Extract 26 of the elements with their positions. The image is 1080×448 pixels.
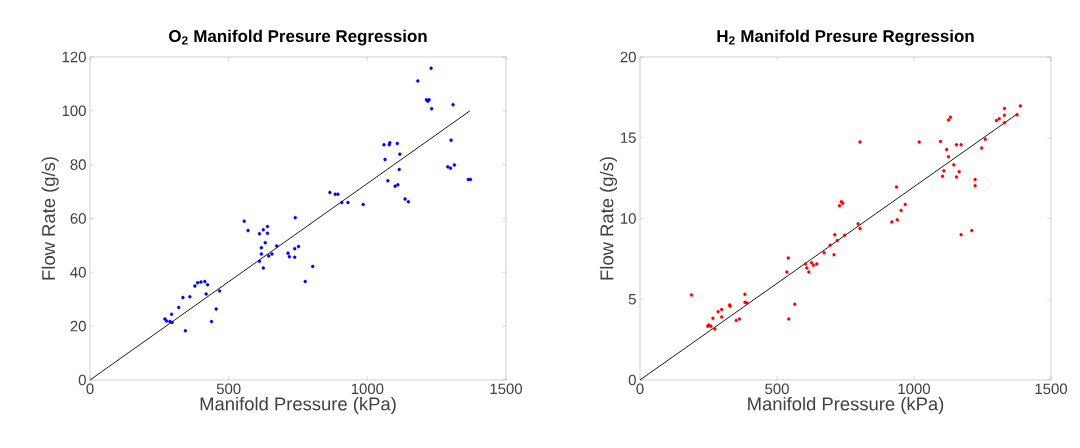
x-tick-label: 1500 <box>1035 383 1068 395</box>
x-tick-label: 1000 <box>351 383 384 395</box>
x-tick-label: 0 <box>86 383 94 395</box>
y-tick-label: 5 <box>628 294 636 305</box>
x-axis-title: Manifold Pressure (kPa) <box>200 396 396 415</box>
y-tick-label: 100 <box>62 105 86 117</box>
y-tick-label: 60 <box>70 213 86 224</box>
y-tick-label: 0 <box>628 374 636 386</box>
y-axis-title: Flow Rate (g/s) <box>599 157 618 280</box>
y-tick-label: 0 <box>78 374 86 386</box>
x-tick-label: 500 <box>216 383 241 395</box>
y-tick-label: 15 <box>621 132 636 143</box>
chart-title: O$_{2}$ Manifold Presure Regression <box>169 29 427 46</box>
x-tick-label: 500 <box>765 383 789 395</box>
x-tick-label: 0 <box>636 383 644 395</box>
x-tick-label: 1500 <box>490 383 523 395</box>
y-axis-title: Flow Rate (g/s) <box>41 157 59 280</box>
y-tick-label: 20 <box>620 51 636 63</box>
x-tick-label: 1000 <box>898 383 931 395</box>
x-axis-title: Manifold Pressure (kPa) <box>748 396 944 415</box>
y-tick-label: 20 <box>70 320 86 332</box>
y-tick-label: 40 <box>70 267 86 278</box>
chart-title: H$_{2}$ Manifold Presure Regression <box>717 29 974 46</box>
y-tick-label: 120 <box>62 51 86 63</box>
y-tick-label: 80 <box>70 159 86 170</box>
y-tick-label: 10 <box>621 213 636 224</box>
